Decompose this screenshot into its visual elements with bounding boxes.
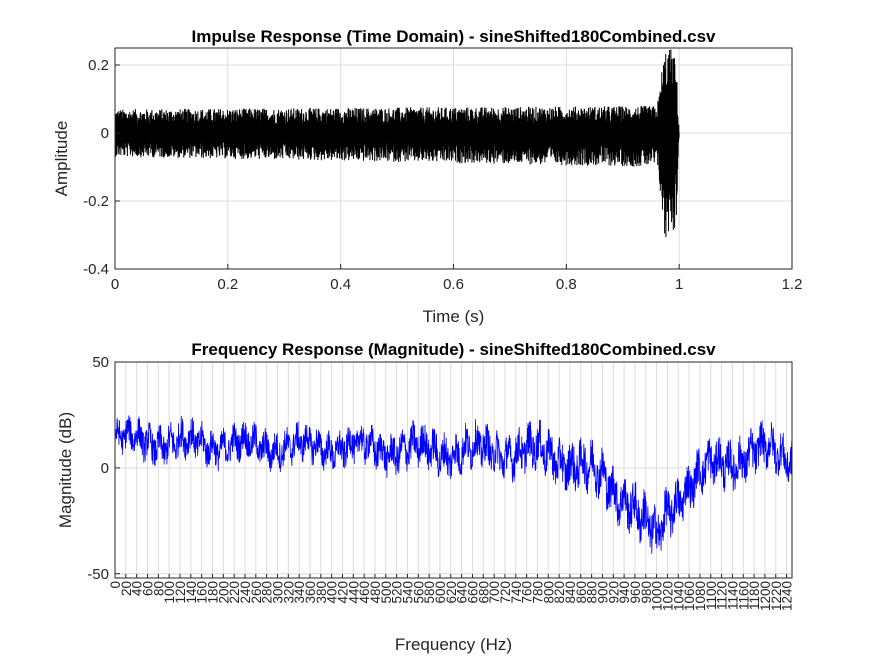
frequency-axes-frame bbox=[114, 361, 793, 579]
frequency-x-tick-label: 700 bbox=[487, 581, 502, 604]
impulse-signal-line bbox=[114, 49, 680, 238]
frequency-x-tick-label: 240 bbox=[238, 581, 253, 604]
frequency-x-tick-label: 860 bbox=[574, 581, 589, 604]
frequency-x-tick-label: 840 bbox=[563, 581, 578, 604]
frequency-ticks: 0204060801001201401601802002202402602803… bbox=[87, 354, 794, 611]
impulse-ylabel: Amplitude bbox=[52, 121, 71, 197]
frequency-x-tick-label: 680 bbox=[476, 581, 491, 604]
impulse-x-tick-label: 0.2 bbox=[217, 276, 238, 293]
impulse-ticks: 0 0.2 0.4 0.6 0.8 1 1.2 0.2 0 -0.2 -0.4 bbox=[83, 57, 802, 293]
frequency-x-tick-label: 120 bbox=[173, 581, 188, 604]
frequency-x-tick-label: 1000 bbox=[650, 581, 665, 611]
frequency-x-tick-label: 1120 bbox=[715, 581, 730, 610]
frequency-x-tick-label: 1160 bbox=[736, 581, 751, 610]
frequency-x-tick-label: 800 bbox=[541, 581, 556, 604]
frequency-x-tick-label: 1040 bbox=[671, 581, 686, 611]
frequency-x-tick-label: 1060 bbox=[682, 581, 697, 611]
frequency-x-tick-label: 1240 bbox=[780, 581, 795, 611]
frequency-x-tick-label: 0 bbox=[108, 581, 123, 589]
frequency-x-tick-label: 740 bbox=[509, 581, 524, 604]
frequency-x-tick-label: 520 bbox=[390, 581, 405, 604]
frequency-x-tick-label: 160 bbox=[195, 581, 210, 604]
frequency-x-tick-label: 260 bbox=[249, 581, 264, 604]
impulse-y-tick-label: -0.4 bbox=[83, 261, 109, 278]
frequency-x-tick-label: 1140 bbox=[725, 581, 740, 610]
frequency-x-tick-label: 920 bbox=[606, 581, 621, 604]
frequency-x-tick-label: 1200 bbox=[758, 581, 773, 611]
impulse-x-tick-label: 1.2 bbox=[782, 276, 803, 293]
frequency-x-tick-label: 60 bbox=[140, 581, 155, 596]
impulse-x-tick-label: 0 bbox=[111, 276, 119, 293]
frequency-x-tick-label: 500 bbox=[379, 581, 394, 604]
frequency-x-tick-label: 1180 bbox=[747, 581, 762, 610]
impulse-x-tick-label: 0.6 bbox=[443, 276, 464, 293]
impulse-y-tick-label: 0 bbox=[101, 125, 109, 142]
frequency-x-tick-label: 820 bbox=[552, 581, 567, 604]
frequency-x-tick-label: 180 bbox=[205, 581, 220, 604]
frequency-x-tick-label: 320 bbox=[281, 581, 296, 604]
frequency-axes: 0204060801001201401601802002202402602803… bbox=[56, 340, 795, 654]
frequency-xlabel: Frequency (Hz) bbox=[395, 635, 512, 654]
impulse-xlabel: Time (s) bbox=[423, 307, 485, 326]
frequency-ylabel: Magnitude (dB) bbox=[56, 412, 75, 528]
frequency-y-tick-label: 50 bbox=[92, 354, 109, 371]
frequency-x-tick-label: 720 bbox=[498, 581, 513, 604]
frequency-x-tick-label: 940 bbox=[617, 581, 632, 604]
frequency-x-tick-label: 660 bbox=[465, 581, 480, 604]
impulse-axes: 0 0.2 0.4 0.6 0.8 1 1.2 0.2 0 -0.2 -0.4 Impulse Re… bbox=[52, 27, 802, 326]
frequency-x-tick-label: 380 bbox=[314, 581, 329, 604]
frequency-x-tick-label: 540 bbox=[400, 581, 415, 604]
frequency-x-tick-label: 760 bbox=[520, 581, 535, 604]
frequency-x-tick-label: 640 bbox=[455, 581, 470, 604]
frequency-plot-area bbox=[115, 362, 792, 578]
frequency-x-tick-label: 40 bbox=[130, 581, 145, 596]
frequency-x-tick-label: 420 bbox=[335, 581, 350, 604]
frequency-magnitude-line bbox=[114, 415, 793, 554]
frequency-x-tick-label: 780 bbox=[530, 581, 545, 604]
frequency-y-tick-label: -50 bbox=[87, 566, 109, 583]
frequency-x-tick-label: 460 bbox=[357, 581, 372, 604]
impulse-x-tick-label: 0.8 bbox=[556, 276, 577, 293]
frequency-x-tick-label: 220 bbox=[227, 581, 242, 604]
frequency-x-tick-label: 400 bbox=[325, 581, 340, 604]
impulse-y-tick-label: 0.2 bbox=[88, 57, 109, 74]
frequency-x-tick-label: 880 bbox=[585, 581, 600, 604]
frequency-x-tick-label: 560 bbox=[411, 581, 426, 604]
frequency-x-tick-label: 480 bbox=[368, 581, 383, 604]
frequency-x-tick-label: 300 bbox=[270, 581, 285, 604]
frequency-x-tick-label: 580 bbox=[422, 581, 437, 604]
frequency-x-tick-label: 200 bbox=[216, 581, 231, 604]
frequency-x-tick-label: 1080 bbox=[693, 581, 708, 611]
frequency-x-tick-label: 900 bbox=[595, 581, 610, 604]
frequency-x-tick-label: 1020 bbox=[660, 581, 675, 611]
frequency-x-tick-label: 340 bbox=[292, 581, 307, 604]
frequency-x-tick-label: 280 bbox=[260, 581, 275, 604]
impulse-title: Impulse Response (Time Domain) - sineShi… bbox=[192, 27, 717, 46]
frequency-title: Frequency Response (Magnitude) - sineShi… bbox=[191, 340, 716, 359]
frequency-y-tick-label: 0 bbox=[101, 460, 109, 477]
frequency-x-tick-label: 80 bbox=[151, 581, 166, 596]
frequency-x-tick-label: 1100 bbox=[704, 581, 719, 610]
frequency-x-tick-label: 20 bbox=[119, 581, 134, 596]
frequency-x-tick-label: 360 bbox=[303, 581, 318, 604]
impulse-x-tick-label: 1 bbox=[675, 276, 683, 293]
frequency-x-tick-label: 1220 bbox=[769, 581, 784, 611]
frequency-x-tick-label: 100 bbox=[162, 581, 177, 604]
frequency-x-tick-label: 960 bbox=[628, 581, 643, 604]
frequency-x-tick-label: 440 bbox=[346, 581, 361, 604]
impulse-y-tick-label: -0.2 bbox=[83, 193, 109, 210]
frequency-x-tick-label: 600 bbox=[433, 581, 448, 604]
frequency-x-tick-label: 980 bbox=[639, 581, 654, 604]
frequency-x-tick-label: 140 bbox=[184, 581, 199, 604]
impulse-x-tick-label: 0.4 bbox=[330, 276, 351, 293]
frequency-x-tick-label: 620 bbox=[444, 581, 459, 604]
